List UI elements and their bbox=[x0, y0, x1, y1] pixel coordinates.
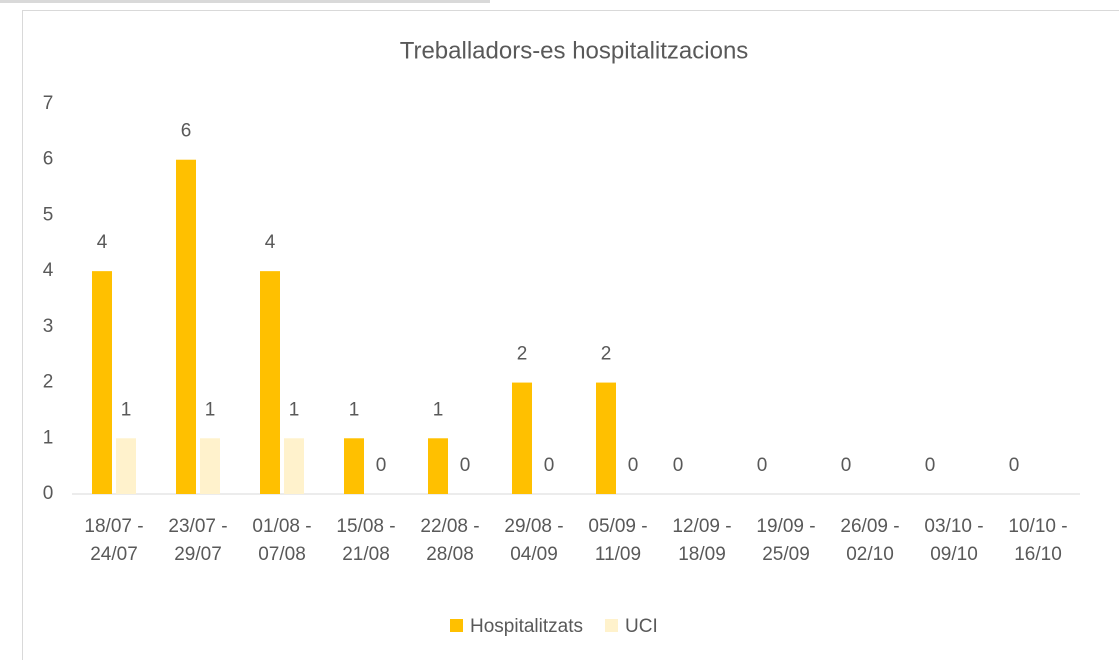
x-tick-label: 16/10 bbox=[1014, 544, 1062, 565]
bar bbox=[176, 160, 196, 494]
bar bbox=[116, 438, 136, 494]
x-tick-label: 28/08 bbox=[426, 544, 474, 565]
x-tick-label: 04/09 bbox=[510, 544, 558, 565]
x-tick-label: 19/09 - bbox=[756, 516, 815, 537]
x-tick-label: 12/09 - bbox=[672, 516, 731, 537]
data-label: 0 bbox=[544, 455, 555, 476]
data-label: 0 bbox=[673, 455, 684, 476]
bar bbox=[200, 438, 220, 494]
legend-swatch bbox=[450, 619, 463, 632]
data-label: 2 bbox=[517, 344, 528, 365]
data-label: 1 bbox=[205, 399, 216, 420]
x-tick-label: 29/07 bbox=[174, 544, 222, 565]
data-label: 0 bbox=[841, 455, 852, 476]
x-tick-label: 15/08 - bbox=[336, 516, 395, 537]
y-tick-label: 2 bbox=[43, 372, 54, 393]
y-tick-label: 7 bbox=[43, 93, 54, 114]
data-label: 4 bbox=[97, 232, 108, 253]
y-tick-label: 5 bbox=[43, 204, 54, 225]
x-tick-label: 24/07 bbox=[90, 544, 138, 565]
data-label: 2 bbox=[601, 344, 612, 365]
data-label: 1 bbox=[349, 399, 360, 420]
x-tick-label: 02/10 bbox=[846, 544, 894, 565]
data-label: 6 bbox=[181, 121, 192, 142]
bar bbox=[92, 271, 112, 494]
x-tick-label: 05/09 - bbox=[588, 516, 647, 537]
legend-label: Hospitalitzats bbox=[470, 616, 583, 637]
x-tick-label: 07/08 bbox=[258, 544, 306, 565]
y-tick-label: 0 bbox=[43, 483, 54, 504]
bar bbox=[428, 438, 448, 494]
x-tick-label: 23/07 - bbox=[168, 516, 227, 537]
y-tick-label: 4 bbox=[43, 260, 54, 281]
data-label: 0 bbox=[628, 455, 639, 476]
legend-label: UCI bbox=[625, 616, 658, 637]
data-label: 1 bbox=[433, 399, 444, 420]
x-tick-label: 18/09 bbox=[678, 544, 726, 565]
data-label: 0 bbox=[376, 455, 387, 476]
frame-edge bbox=[0, 0, 490, 3]
x-tick-label: 29/08 - bbox=[504, 516, 563, 537]
data-label: 1 bbox=[289, 399, 300, 420]
data-label: 0 bbox=[757, 455, 768, 476]
y-tick-label: 3 bbox=[43, 316, 54, 337]
data-label: 0 bbox=[460, 455, 471, 476]
x-tick-label: 10/10 - bbox=[1008, 516, 1067, 537]
x-tick-label: 03/10 - bbox=[924, 516, 983, 537]
x-tick-label: 01/08 - bbox=[252, 516, 311, 537]
data-label: 1 bbox=[121, 399, 132, 420]
y-tick-label: 6 bbox=[43, 149, 54, 170]
x-tick-label: 22/08 - bbox=[420, 516, 479, 537]
bar bbox=[596, 383, 616, 494]
bar bbox=[512, 383, 532, 494]
legend-swatch bbox=[605, 619, 618, 632]
bar bbox=[344, 438, 364, 494]
bar bbox=[260, 271, 280, 494]
data-label: 0 bbox=[1009, 455, 1020, 476]
x-tick-label: 11/09 bbox=[595, 544, 641, 565]
chart-title: Treballadors-es hospitalitzacions bbox=[400, 37, 749, 64]
x-tick-label: 18/07 - bbox=[84, 516, 143, 537]
y-tick-label: 1 bbox=[43, 427, 54, 448]
data-label: 4 bbox=[265, 232, 276, 253]
x-tick-label: 09/10 bbox=[930, 544, 978, 565]
x-tick-label: 25/09 bbox=[762, 544, 810, 565]
bar bbox=[284, 438, 304, 494]
x-tick-label: 21/08 bbox=[342, 544, 390, 565]
data-label: 0 bbox=[925, 455, 936, 476]
x-tick-label: 26/09 - bbox=[840, 516, 899, 537]
